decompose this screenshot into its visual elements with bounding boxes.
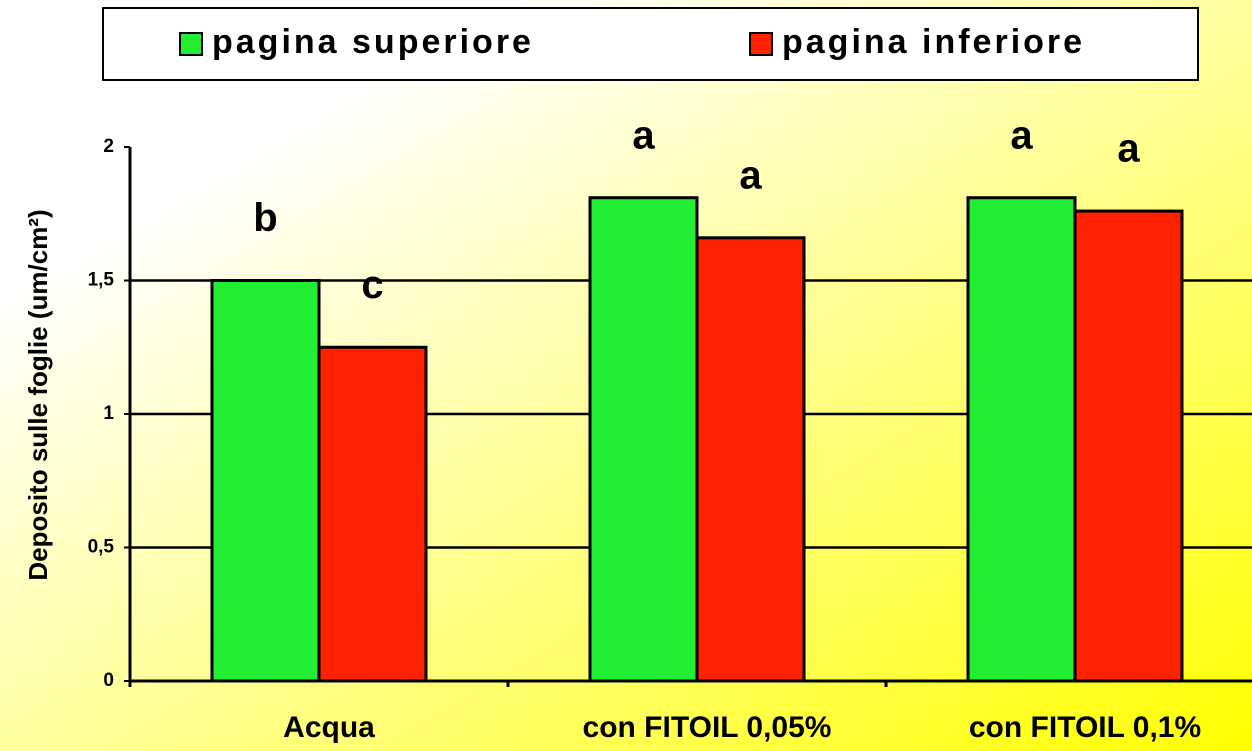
legend-box (102, 7, 1199, 81)
bar (1073, 209, 1184, 683)
x-tick-label: Acqua (283, 711, 375, 744)
y-axis-label: Deposito sulle foglie (um/cm²) (23, 209, 53, 580)
bar (588, 196, 699, 683)
x-tick-label: con FITOIL 0,1% (969, 711, 1201, 744)
legend-swatch (749, 32, 773, 56)
legend-swatch (179, 32, 203, 56)
y-tick-label: 2 (103, 136, 114, 157)
y-tick-label: 1 (103, 403, 114, 424)
bar-annotation: a (1117, 127, 1140, 171)
bar (317, 345, 428, 683)
legend-label: pagina inferiore (782, 23, 1085, 61)
y-tick-label: 1,5 (88, 270, 115, 291)
bar-annotation: a (1010, 113, 1033, 157)
x-tick-label: con FITOIL 0,05% (583, 711, 832, 744)
bar-annotation: c (361, 263, 383, 307)
bar-annotation: b (253, 196, 277, 240)
bar (695, 236, 806, 683)
bar (210, 279, 321, 683)
y-tick-label: 0,5 (88, 537, 115, 558)
bar-annotation: a (739, 153, 762, 197)
bar-annotation: a (632, 113, 655, 157)
legend-label: pagina superiore (212, 23, 534, 61)
y-tick-label: 0 (103, 670, 114, 691)
bar (966, 196, 1077, 683)
